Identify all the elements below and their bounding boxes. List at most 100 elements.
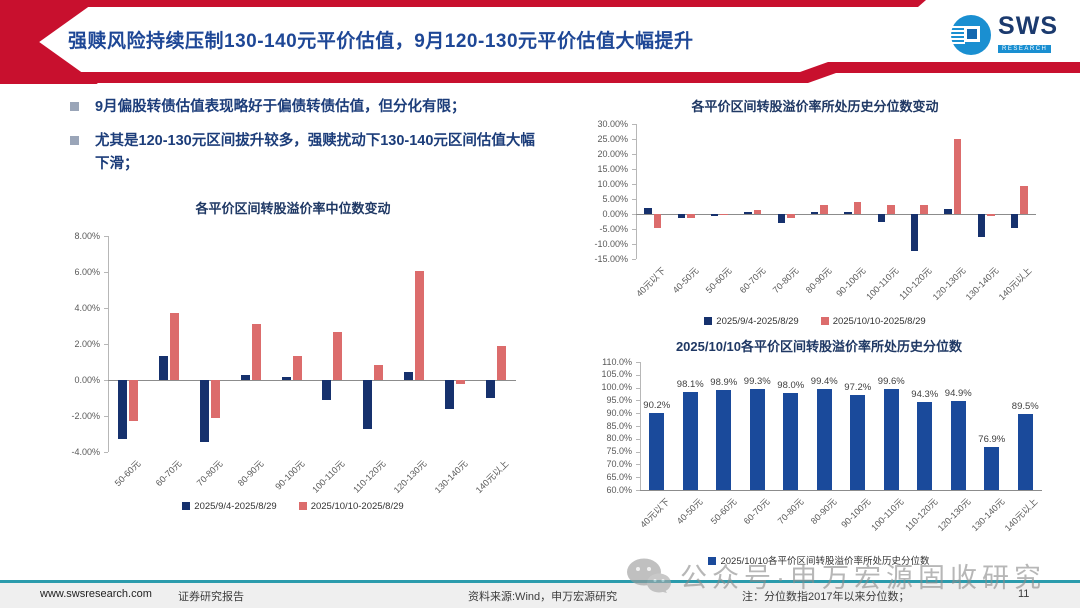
axis-baseline	[636, 214, 1036, 215]
bullet-item: 尤其是120-130元区间拔升较多，强赎扰动下130-140元区间估值大幅下滑；	[70, 130, 548, 176]
y-tick-label: 80.0%	[606, 433, 632, 444]
bar-value-label: 99.4%	[810, 376, 838, 388]
footer-website-link[interactable]: www.swsresearch.com	[40, 588, 152, 600]
legend-swatch	[820, 317, 829, 325]
bar-2025/10/10-2025/8/29	[170, 312, 180, 380]
y-tick-label: 75.0%	[606, 446, 632, 457]
chart-legend: 2025/10/10各平价区间转股溢价率所处历史分位数	[585, 553, 1053, 567]
legend-swatch	[298, 502, 307, 510]
y-tick-mark	[632, 199, 636, 200]
y-tick-label: 70.0%	[606, 458, 632, 469]
y-tick-mark	[632, 259, 636, 260]
y-tick-label: 0.00%	[602, 208, 628, 219]
y-axis-line	[636, 124, 637, 259]
bar-2025/10/10-2025/8/29	[292, 355, 302, 380]
y-tick-label: 15.00%	[597, 163, 628, 174]
axis-baseline	[640, 490, 1042, 491]
bar-2025/10/10各平价区间转股溢价率所处历史分位数	[783, 392, 799, 490]
y-tick-label: 30.00%	[597, 118, 628, 129]
bar-2025/10/10-2025/8/29	[987, 214, 995, 217]
y-tick-label: 25.00%	[597, 133, 628, 144]
bar-2025/9/4-2025/8/29	[644, 208, 652, 214]
y-tick-mark	[632, 139, 636, 140]
y-tick-label: -4.00%	[71, 446, 100, 457]
bar-2025/10/10-2025/8/29	[1020, 185, 1028, 214]
chart-title: 各平价区间转股溢价率所处历史分位数变动	[691, 99, 939, 114]
y-tick-label: 20.00%	[597, 148, 628, 159]
y-tick-label: 100.0%	[601, 382, 632, 393]
y-tick-mark	[104, 236, 108, 237]
y-axis-line	[640, 362, 641, 490]
bar-2025/9/4-2025/8/29	[485, 380, 495, 398]
y-tick-label: 60.0%	[606, 484, 632, 495]
y-tick-label: 5.00%	[602, 193, 628, 204]
bar-2025/9/4-2025/8/29	[281, 377, 291, 380]
y-tick-label: -2.00%	[71, 410, 100, 421]
y-tick-mark	[632, 169, 636, 170]
chart-title: 2025/10/10各平价区间转股溢价率所处历史分位数	[675, 339, 963, 354]
bar-2025/10/10各平价区间转股溢价率所处历史分位数	[850, 394, 866, 490]
chart-percentile-change: 各平价区间转股溢价率所处历史分位数变动 30.00% 25.00% 20.00% 15.…	[578, 96, 1052, 334]
footer-report-label: 证券研究报告	[178, 591, 244, 603]
y-tick-mark	[636, 400, 640, 402]
y-tick-label: 85.0%	[606, 420, 632, 431]
page-title: 强赎风险持续压制130-140元平价估值，9月120-130元平价估值大幅提升	[68, 31, 694, 52]
footer-bar: www.swsresearch.com 证券研究报告 资料来源:Wind，申万宏…	[0, 580, 1080, 608]
bar-2025/10/10-2025/8/29	[853, 202, 862, 214]
y-tick-mark	[632, 154, 636, 155]
bar-value-label: 99.6%	[877, 375, 905, 387]
legend-swatch	[708, 557, 717, 565]
bar-2025/9/4-2025/8/29	[322, 380, 332, 400]
y-tick-label: 65.0%	[606, 471, 632, 482]
bar-2025/9/4-2025/8/29	[910, 214, 919, 251]
bar-2025/10/10各平价区间转股溢价率所处历史分位数	[682, 392, 698, 490]
legend-item: 2025/10/10各平价区间转股溢价率所处历史分位数	[708, 553, 930, 567]
bar-2025/10/10-2025/8/29	[455, 380, 465, 384]
y-tick-mark	[104, 308, 108, 309]
y-tick-mark	[632, 229, 636, 230]
y-tick-label: -5.00%	[599, 223, 628, 234]
bar-2025/10/10各平价区间转股溢价率所处历史分位数	[716, 390, 732, 490]
bar-2025/9/4-2025/8/29	[844, 211, 852, 214]
bar-value-label: 99.3%	[743, 376, 771, 388]
bar-value-label: 98.0%	[777, 379, 805, 391]
footer-percentile-note: 注：分位数指2017年以来分位数；	[742, 591, 910, 603]
y-tick-mark	[104, 452, 108, 453]
legend-item: 2025/10/10-2025/8/29	[298, 501, 404, 512]
bar-2025/9/4-2025/8/29	[118, 380, 128, 440]
bar-2025/10/10各平价区间转股溢价率所处历史分位数	[649, 412, 665, 490]
bar-2025/10/10-2025/8/29	[753, 209, 762, 214]
bar-2025/10/10各平价区间转股溢价率所处历史分位数	[917, 402, 933, 490]
bar-2025/9/4-2025/8/29	[200, 380, 209, 443]
y-tick-label: -10.00%	[594, 238, 628, 249]
y-tick-mark	[632, 124, 636, 125]
header-red-stripe	[0, 62, 1080, 83]
bar-2025/10/10各平价区间转股溢价率所处历史分位数	[984, 446, 1000, 490]
y-tick-label: 90.0%	[606, 407, 632, 418]
y-tick-label: 105.0%	[601, 369, 632, 380]
bar-2025/10/10-2025/8/29	[129, 380, 139, 422]
bar-value-label: 89.5%	[1011, 401, 1039, 413]
bar-value-label: 98.1%	[676, 379, 704, 391]
bar-2025/9/4-2025/8/29	[877, 214, 885, 222]
axis-baseline	[108, 380, 516, 381]
bar-value-label: 97.2%	[844, 381, 872, 393]
bar-value-label: 94.3%	[911, 389, 939, 401]
bar-2025/9/4-2025/8/29	[1010, 214, 1019, 229]
y-tick-mark	[636, 438, 640, 440]
y-tick-mark	[636, 490, 640, 491]
legend-item: 2025/9/4-2025/8/29	[704, 316, 799, 327]
bar-2025/9/4-2025/8/29	[677, 214, 685, 218]
bar-2025/10/10-2025/8/29	[653, 214, 662, 229]
y-tick-mark	[636, 387, 640, 389]
bar-2025/10/10-2025/8/29	[251, 324, 261, 380]
header-top-strip	[0, 0, 926, 7]
bar-value-label: 90.2%	[643, 399, 671, 411]
legend-item: 2025/10/10-2025/8/29	[820, 316, 926, 327]
legend-label: 2025/10/10-2025/8/29	[310, 501, 404, 512]
bar-2025/10/10-2025/8/29	[787, 214, 795, 218]
bar-2025/9/4-2025/8/29	[404, 371, 413, 380]
y-axis-line	[108, 236, 109, 452]
logo-research-text: RESEARCH	[998, 45, 1052, 53]
bar-2025/9/4-2025/8/29	[363, 380, 373, 429]
